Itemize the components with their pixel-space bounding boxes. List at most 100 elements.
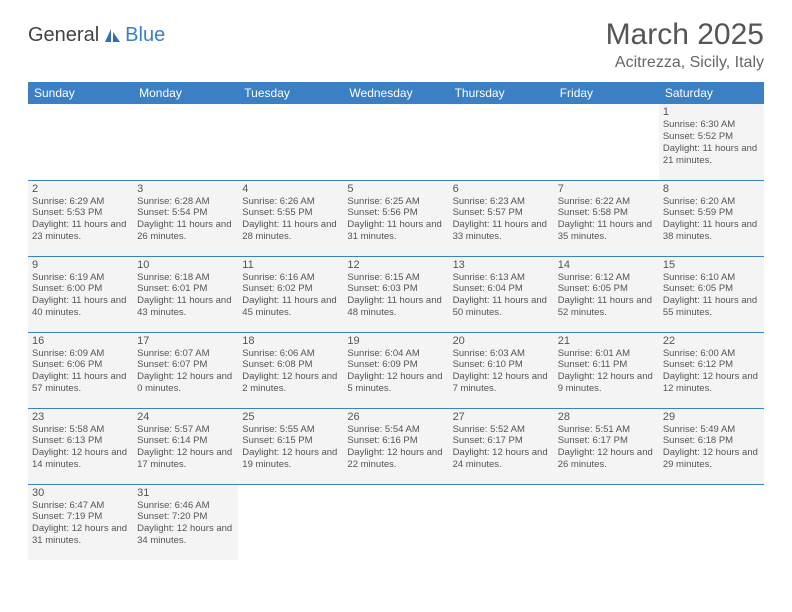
day-info: Sunrise: 6:46 AMSunset: 7:20 PMDaylight:… [137, 500, 234, 548]
calendar-cell [554, 104, 659, 180]
sunrise-text: Sunrise: 5:54 AM [347, 424, 444, 436]
daylight-text: Daylight: 12 hours and 12 minutes. [663, 371, 760, 395]
daylight-text: Daylight: 12 hours and 26 minutes. [558, 447, 655, 471]
sunset-text: Sunset: 6:18 PM [663, 435, 760, 447]
day-number: 1 [663, 106, 760, 118]
daylight-text: Daylight: 11 hours and 57 minutes. [32, 371, 129, 395]
day-number: 12 [347, 259, 444, 271]
day-number: 18 [242, 335, 339, 347]
sunrise-text: Sunrise: 6:26 AM [242, 196, 339, 208]
day-number: 19 [347, 335, 444, 347]
sunset-text: Sunset: 6:11 PM [558, 359, 655, 371]
sunrise-text: Sunrise: 5:51 AM [558, 424, 655, 436]
sunrise-text: Sunrise: 6:23 AM [453, 196, 550, 208]
day-info: Sunrise: 6:06 AMSunset: 6:08 PMDaylight:… [242, 348, 339, 396]
sunrise-text: Sunrise: 5:57 AM [137, 424, 234, 436]
calendar-cell: 7Sunrise: 6:22 AMSunset: 5:58 PMDaylight… [554, 180, 659, 256]
sunrise-text: Sunrise: 6:47 AM [32, 500, 129, 512]
sunset-text: Sunset: 6:07 PM [137, 359, 234, 371]
daylight-text: Daylight: 11 hours and 35 minutes. [558, 219, 655, 243]
sunset-text: Sunset: 6:15 PM [242, 435, 339, 447]
day-number: 7 [558, 183, 655, 195]
sunset-text: Sunset: 5:54 PM [137, 207, 234, 219]
day-info: Sunrise: 6:04 AMSunset: 6:09 PMDaylight:… [347, 348, 444, 396]
calendar-cell: 11Sunrise: 6:16 AMSunset: 6:02 PMDayligh… [238, 256, 343, 332]
calendar-cell [238, 484, 343, 560]
daylight-text: Daylight: 12 hours and 31 minutes. [32, 523, 129, 547]
daylight-text: Daylight: 12 hours and 14 minutes. [32, 447, 129, 471]
calendar-cell: 9Sunrise: 6:19 AMSunset: 6:00 PMDaylight… [28, 256, 133, 332]
calendar-cell: 15Sunrise: 6:10 AMSunset: 6:05 PMDayligh… [659, 256, 764, 332]
sunset-text: Sunset: 6:17 PM [453, 435, 550, 447]
daylight-text: Daylight: 12 hours and 19 minutes. [242, 447, 339, 471]
calendar-cell: 26Sunrise: 5:54 AMSunset: 6:16 PMDayligh… [343, 408, 448, 484]
day-header-row: Sunday Monday Tuesday Wednesday Thursday… [28, 82, 764, 104]
sunset-text: Sunset: 5:52 PM [663, 131, 760, 143]
calendar-cell: 29Sunrise: 5:49 AMSunset: 6:18 PMDayligh… [659, 408, 764, 484]
day-number: 15 [663, 259, 760, 271]
daylight-text: Daylight: 11 hours and 52 minutes. [558, 295, 655, 319]
day-number: 16 [32, 335, 129, 347]
sunrise-text: Sunrise: 6:25 AM [347, 196, 444, 208]
daylight-text: Daylight: 12 hours and 22 minutes. [347, 447, 444, 471]
calendar-cell [238, 104, 343, 180]
day-info: Sunrise: 6:28 AMSunset: 5:54 PMDaylight:… [137, 196, 234, 244]
day-header: Monday [133, 82, 238, 104]
calendar-cell: 12Sunrise: 6:15 AMSunset: 6:03 PMDayligh… [343, 256, 448, 332]
logo-sail-icon [103, 27, 121, 45]
calendar-cell: 24Sunrise: 5:57 AMSunset: 6:14 PMDayligh… [133, 408, 238, 484]
sunrise-text: Sunrise: 6:12 AM [558, 272, 655, 284]
sunset-text: Sunset: 6:08 PM [242, 359, 339, 371]
daylight-text: Daylight: 12 hours and 17 minutes. [137, 447, 234, 471]
calendar-cell: 20Sunrise: 6:03 AMSunset: 6:10 PMDayligh… [449, 332, 554, 408]
day-info: Sunrise: 6:25 AMSunset: 5:56 PMDaylight:… [347, 196, 444, 244]
day-info: Sunrise: 6:13 AMSunset: 6:04 PMDaylight:… [453, 272, 550, 320]
calendar-cell: 23Sunrise: 5:58 AMSunset: 6:13 PMDayligh… [28, 408, 133, 484]
day-number: 22 [663, 335, 760, 347]
day-info: Sunrise: 5:51 AMSunset: 6:17 PMDaylight:… [558, 424, 655, 472]
sunrise-text: Sunrise: 6:16 AM [242, 272, 339, 284]
sunset-text: Sunset: 7:20 PM [137, 511, 234, 523]
sunrise-text: Sunrise: 6:09 AM [32, 348, 129, 360]
day-number: 28 [558, 411, 655, 423]
sunrise-text: Sunrise: 5:49 AM [663, 424, 760, 436]
sunrise-text: Sunrise: 6:22 AM [558, 196, 655, 208]
calendar-cell [343, 484, 448, 560]
sunset-text: Sunset: 5:56 PM [347, 207, 444, 219]
calendar-cell: 8Sunrise: 6:20 AMSunset: 5:59 PMDaylight… [659, 180, 764, 256]
day-info: Sunrise: 5:55 AMSunset: 6:15 PMDaylight:… [242, 424, 339, 472]
day-number: 21 [558, 335, 655, 347]
sunrise-text: Sunrise: 6:15 AM [347, 272, 444, 284]
daylight-text: Daylight: 12 hours and 29 minutes. [663, 447, 760, 471]
calendar-row: 1Sunrise: 6:30 AMSunset: 5:52 PMDaylight… [28, 104, 764, 180]
logo-text-2: Blue [125, 24, 165, 47]
sunset-text: Sunset: 6:13 PM [32, 435, 129, 447]
day-number: 3 [137, 183, 234, 195]
sunrise-text: Sunrise: 6:30 AM [663, 119, 760, 131]
day-number: 27 [453, 411, 550, 423]
calendar-cell [28, 104, 133, 180]
sunrise-text: Sunrise: 6:00 AM [663, 348, 760, 360]
calendar-cell: 18Sunrise: 6:06 AMSunset: 6:08 PMDayligh… [238, 332, 343, 408]
logo-text-1: General [28, 24, 99, 47]
day-header: Sunday [28, 82, 133, 104]
sunrise-text: Sunrise: 6:03 AM [453, 348, 550, 360]
calendar-cell [133, 104, 238, 180]
daylight-text: Daylight: 12 hours and 0 minutes. [137, 371, 234, 395]
calendar-cell: 22Sunrise: 6:00 AMSunset: 6:12 PMDayligh… [659, 332, 764, 408]
sunrise-text: Sunrise: 6:13 AM [453, 272, 550, 284]
title-block: March 2025 Acitrezza, Sicily, Italy [606, 18, 764, 72]
sunrise-text: Sunrise: 6:20 AM [663, 196, 760, 208]
sunrise-text: Sunrise: 6:46 AM [137, 500, 234, 512]
daylight-text: Daylight: 11 hours and 50 minutes. [453, 295, 550, 319]
month-title: March 2025 [606, 18, 764, 52]
daylight-text: Daylight: 11 hours and 40 minutes. [32, 295, 129, 319]
sunrise-text: Sunrise: 6:19 AM [32, 272, 129, 284]
sunset-text: Sunset: 6:04 PM [453, 283, 550, 295]
day-number: 5 [347, 183, 444, 195]
day-info: Sunrise: 6:20 AMSunset: 5:59 PMDaylight:… [663, 196, 760, 244]
calendar-cell: 13Sunrise: 6:13 AMSunset: 6:04 PMDayligh… [449, 256, 554, 332]
day-number: 25 [242, 411, 339, 423]
daylight-text: Daylight: 11 hours and 45 minutes. [242, 295, 339, 319]
day-info: Sunrise: 6:15 AMSunset: 6:03 PMDaylight:… [347, 272, 444, 320]
